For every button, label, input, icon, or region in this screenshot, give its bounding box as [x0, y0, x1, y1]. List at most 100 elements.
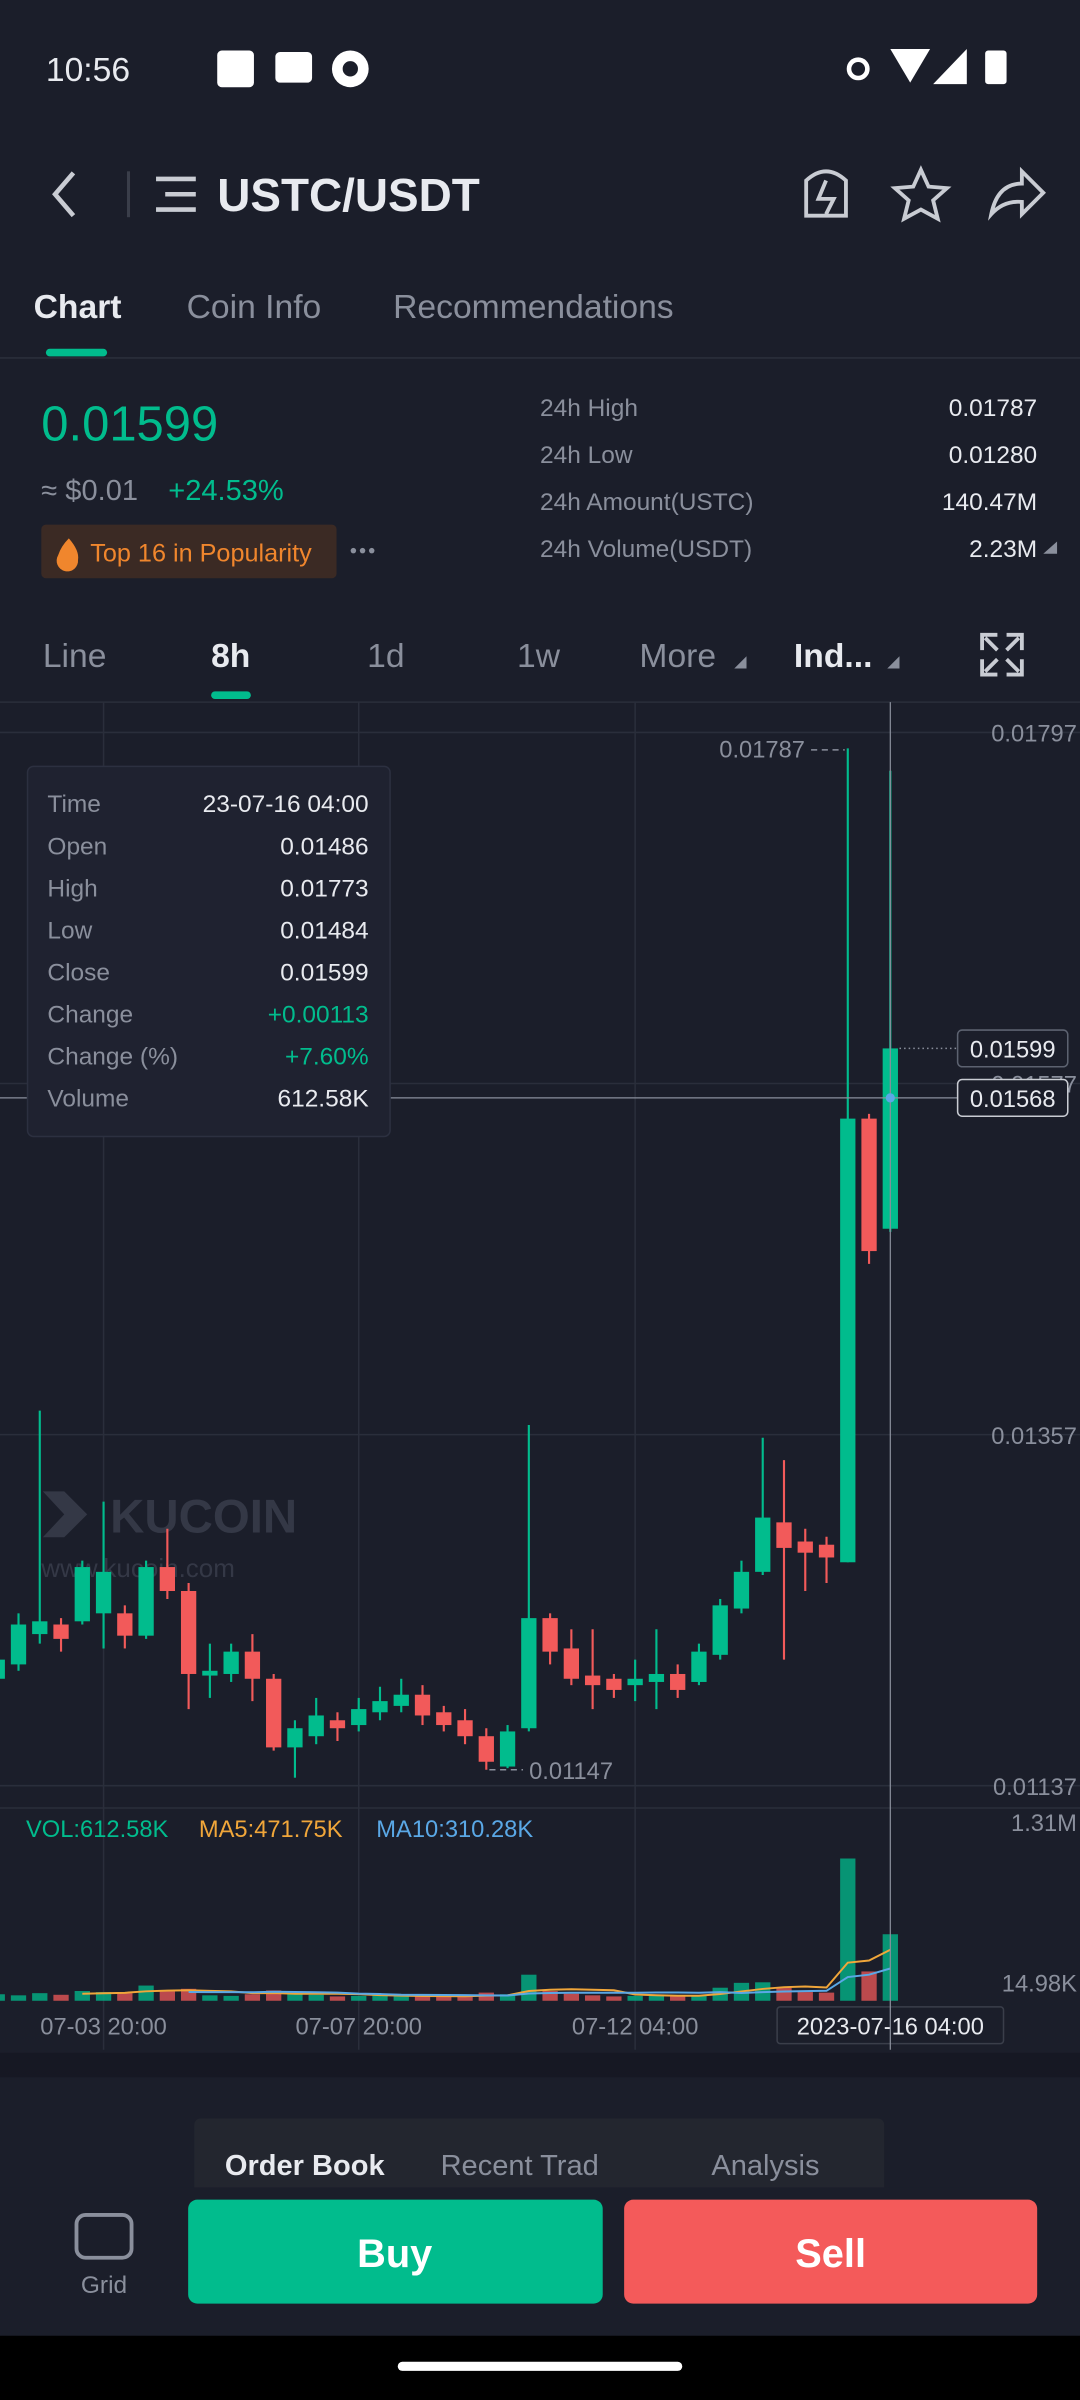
volume-bar	[436, 1996, 452, 2001]
candle-body	[436, 1712, 452, 1726]
stat-value: 140.47M	[942, 489, 1037, 516]
candle-body	[0, 1659, 5, 1679]
candle-body	[478, 1736, 494, 1762]
watermark-brand: KUCOIN	[110, 1491, 297, 1544]
volume-legend: VOL:612.58K	[26, 1817, 169, 1843]
more-dots[interactable]	[350, 547, 375, 554]
badge[interactable]	[41, 524, 337, 579]
y-tick-label: 0.01357	[991, 1424, 1077, 1450]
candle-body	[372, 1701, 388, 1713]
interval[interactable]: 8h	[211, 638, 250, 675]
volume-bar	[287, 1993, 303, 2001]
buy-button[interactable]	[188, 2199, 603, 2304]
x-tick-label: 07-12 04:00	[572, 2014, 699, 2040]
bottom-tabs: Order Book Recent Trad Analysis	[225, 2150, 820, 2182]
last-price-label: 0.01599	[970, 1038, 1056, 1064]
flame-icon	[56, 538, 79, 572]
signal-icon	[933, 48, 967, 85]
watermark: KUCOIN www.kucoin.com	[40, 1491, 297, 1583]
volume-bar	[840, 1858, 856, 2001]
bottom-tab[interactable]: Order Book	[225, 2150, 386, 2182]
candle-body	[861, 1118, 877, 1252]
stat-label: 24h Volume(USDT)	[540, 536, 752, 563]
y-tick-label: 0.01797	[991, 722, 1077, 748]
candle-body	[521, 1618, 537, 1729]
tooltip-label: Low	[47, 917, 92, 944]
interval-indicator	[211, 691, 251, 700]
favorite-button[interactable]	[890, 165, 952, 223]
interval[interactable]: More	[639, 638, 716, 675]
home-indicator[interactable]	[397, 2361, 683, 2371]
tooltip-value: +7.60%	[285, 1044, 369, 1071]
volume-bar	[351, 1995, 367, 2001]
tooltip: Time 23-07-16 04:00 Open 0.01486 High 0.01773…	[26, 765, 391, 1138]
candle-body	[414, 1694, 431, 1716]
volume-bar	[223, 1995, 239, 2001]
tooltip-label: Change	[47, 1002, 133, 1029]
tab[interactable]: Chart	[34, 289, 122, 326]
tooltip-value: +0.00113	[268, 1002, 369, 1029]
interval[interactable]: 1d	[367, 638, 404, 675]
candle-body	[244, 1651, 261, 1679]
back-button[interactable]	[52, 171, 76, 218]
volume-bar	[691, 1995, 707, 2001]
menu-button[interactable]	[156, 176, 196, 212]
bottom-tab[interactable]: Recent Trad	[441, 2150, 599, 2182]
candle-body	[712, 1605, 728, 1655]
buy-label[interactable]: Buy	[357, 2232, 432, 2276]
volume-bar	[32, 1993, 48, 2001]
volume-bar	[244, 1994, 261, 2001]
stat-value: 0.01787	[949, 395, 1037, 422]
bottom-tab[interactable]: Analysis	[711, 2150, 819, 2182]
candle-body	[308, 1715, 324, 1737]
volume-tick-label: 14.98K	[1002, 1971, 1077, 1997]
crosshair-dot	[885, 1093, 895, 1103]
volume-tick-label: 1.31M	[1011, 1811, 1077, 1837]
crosshair-label: 0.01568	[970, 1087, 1056, 1113]
tooltip-label: High	[47, 875, 97, 902]
grid-icon[interactable]	[74, 2213, 134, 2260]
candle-body	[180, 1590, 197, 1674]
y-tick-label: 0.01137	[993, 1775, 1077, 1801]
volume-legend: MA10:310.28K	[376, 1817, 533, 1843]
interval[interactable]: 1w	[517, 638, 561, 675]
grid-label[interactable]: Grid	[81, 2272, 127, 2299]
share-button[interactable]	[988, 166, 1046, 221]
volume-legend: MA5:471.75K	[199, 1817, 343, 1843]
candle-body	[95, 1571, 112, 1614]
last-price-tag	[956, 1029, 1069, 1068]
fullscreen-button[interactable]	[980, 632, 1024, 677]
volume-bar	[414, 1996, 431, 2001]
volume-bar	[329, 1996, 346, 2001]
candle-body	[53, 1624, 69, 1639]
tab[interactable]: Coin Info	[187, 289, 322, 326]
sell-button[interactable]	[624, 2199, 1038, 2304]
volume-bar	[53, 1994, 69, 2001]
crosshair-tag	[956, 1078, 1069, 1117]
pair-title: USTC/USDT	[217, 169, 480, 221]
low-marker: 0.01147	[529, 1759, 613, 1785]
candle-body	[755, 1517, 771, 1572]
sell-label[interactable]: Sell	[795, 2232, 866, 2276]
tooltip-box	[26, 765, 391, 1138]
last-price: 0.01599	[41, 398, 218, 452]
volume-bar	[372, 1995, 388, 2001]
volume-bar	[648, 1994, 665, 2001]
stat-label: 24h Low	[540, 442, 633, 469]
price-change: +24.53%	[168, 475, 283, 507]
tab[interactable]: Recommendations	[393, 289, 673, 326]
interval[interactable]: Line	[43, 638, 107, 675]
volume-bar	[138, 1985, 154, 2001]
tooltip-value: 0.01599	[280, 959, 368, 986]
candle-body	[499, 1731, 516, 1767]
alert-button[interactable]	[804, 169, 848, 218]
stat-value: 2.23M	[969, 536, 1037, 563]
plot: VOL:612.58K MA5:471.75K MA10:310.28K 0.0178…	[0, 702, 1069, 2050]
volume-bar	[542, 1990, 558, 2001]
candle-body	[32, 1621, 48, 1635]
interval[interactable]: Ind...	[794, 638, 872, 675]
candle-body	[627, 1678, 643, 1686]
badge-text: Top 16 in Popularity	[90, 539, 312, 567]
